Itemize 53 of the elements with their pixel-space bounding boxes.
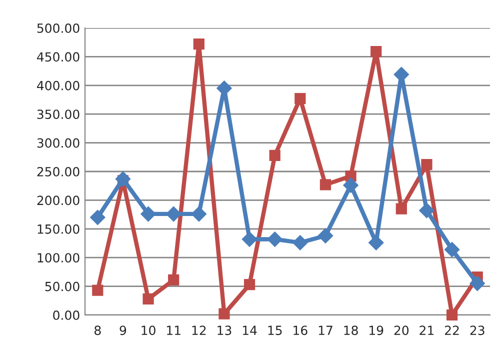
x-tick-label: 23 (470, 326, 484, 336)
y-tick-label: 400.00 (37, 80, 80, 90)
point (396, 203, 407, 214)
y-tick-label: 100.00 (38, 253, 80, 263)
point (294, 93, 306, 104)
point (142, 293, 154, 304)
point (90, 210, 106, 225)
point (318, 228, 334, 244)
y-tick-label: 150.00 (38, 224, 80, 234)
x-tick-label: 16 (294, 326, 308, 336)
x-tick-label: 22 (444, 326, 459, 335)
y-tick-label: 500.00 (37, 23, 80, 33)
point (421, 159, 432, 170)
x-tick-label: 11 (167, 326, 180, 335)
x-tick-label: 9 (120, 326, 126, 336)
y-tick-label: 50.00 (45, 282, 80, 292)
y-tick-label: 250.00 (37, 166, 80, 176)
point (193, 38, 204, 50)
y-tick-label: 450.00 (37, 52, 80, 62)
x-tick-label: 13 (218, 326, 232, 336)
point (444, 242, 460, 258)
x-tick-label: 12 (192, 326, 206, 335)
x-tick-label: 14 (242, 326, 257, 335)
point (168, 274, 180, 286)
x-tick-label: 8 (94, 326, 101, 336)
point (92, 284, 104, 296)
x-tick-label: 21 (420, 326, 434, 335)
x-tick-label: 15 (268, 326, 282, 336)
y-tick-label: 200.00 (37, 196, 80, 206)
x-tick-label: 18 (344, 326, 358, 336)
x-tick-label: 17 (318, 326, 332, 335)
point (244, 279, 256, 290)
point (292, 235, 308, 250)
point (218, 308, 230, 320)
y-tick-label: 0.00 (53, 310, 80, 320)
point (419, 202, 434, 218)
point (115, 171, 131, 187)
x-tick-label: 20 (394, 326, 409, 336)
point (242, 232, 258, 247)
y-tick-label: 300.00 (37, 138, 80, 148)
x-tick-label: 19 (370, 326, 384, 336)
x-tick-label: 10 (142, 326, 156, 336)
point (370, 46, 382, 58)
point (140, 206, 156, 222)
point (166, 206, 182, 222)
point (267, 232, 282, 247)
point (343, 178, 358, 193)
point (269, 150, 280, 161)
point (191, 206, 206, 222)
point (470, 276, 485, 291)
point (446, 309, 458, 321)
y-tick-label: 350.00 (37, 110, 80, 120)
point (320, 179, 332, 190)
